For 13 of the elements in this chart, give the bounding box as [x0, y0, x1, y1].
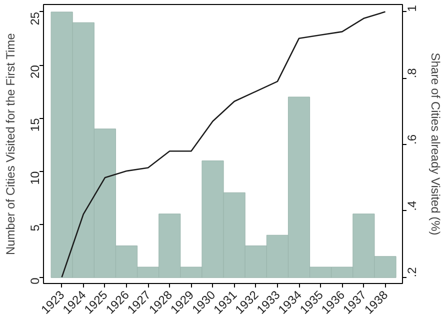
y-tick-label: 15 — [28, 118, 42, 132]
y2-tick-label: .8 — [405, 68, 419, 78]
y-tick-label: 5 — [28, 224, 42, 232]
y2-tick-label: .4 — [405, 200, 419, 211]
y-axis-title: Number of Cities Visited for the First Time — [4, 32, 18, 256]
y2-axis-title: Share of Cities already Visited (%) — [428, 52, 442, 236]
y-tick-label: 10 — [28, 171, 42, 185]
y2-tick-label: 1 — [405, 4, 419, 12]
y-tick-label: 20 — [28, 64, 42, 78]
y-tick-label: 25 — [28, 12, 42, 26]
y2-tick-label: .2 — [405, 266, 419, 278]
y2-tick-label: .6 — [405, 134, 419, 144]
y-tick-label: 0 — [28, 277, 42, 284]
